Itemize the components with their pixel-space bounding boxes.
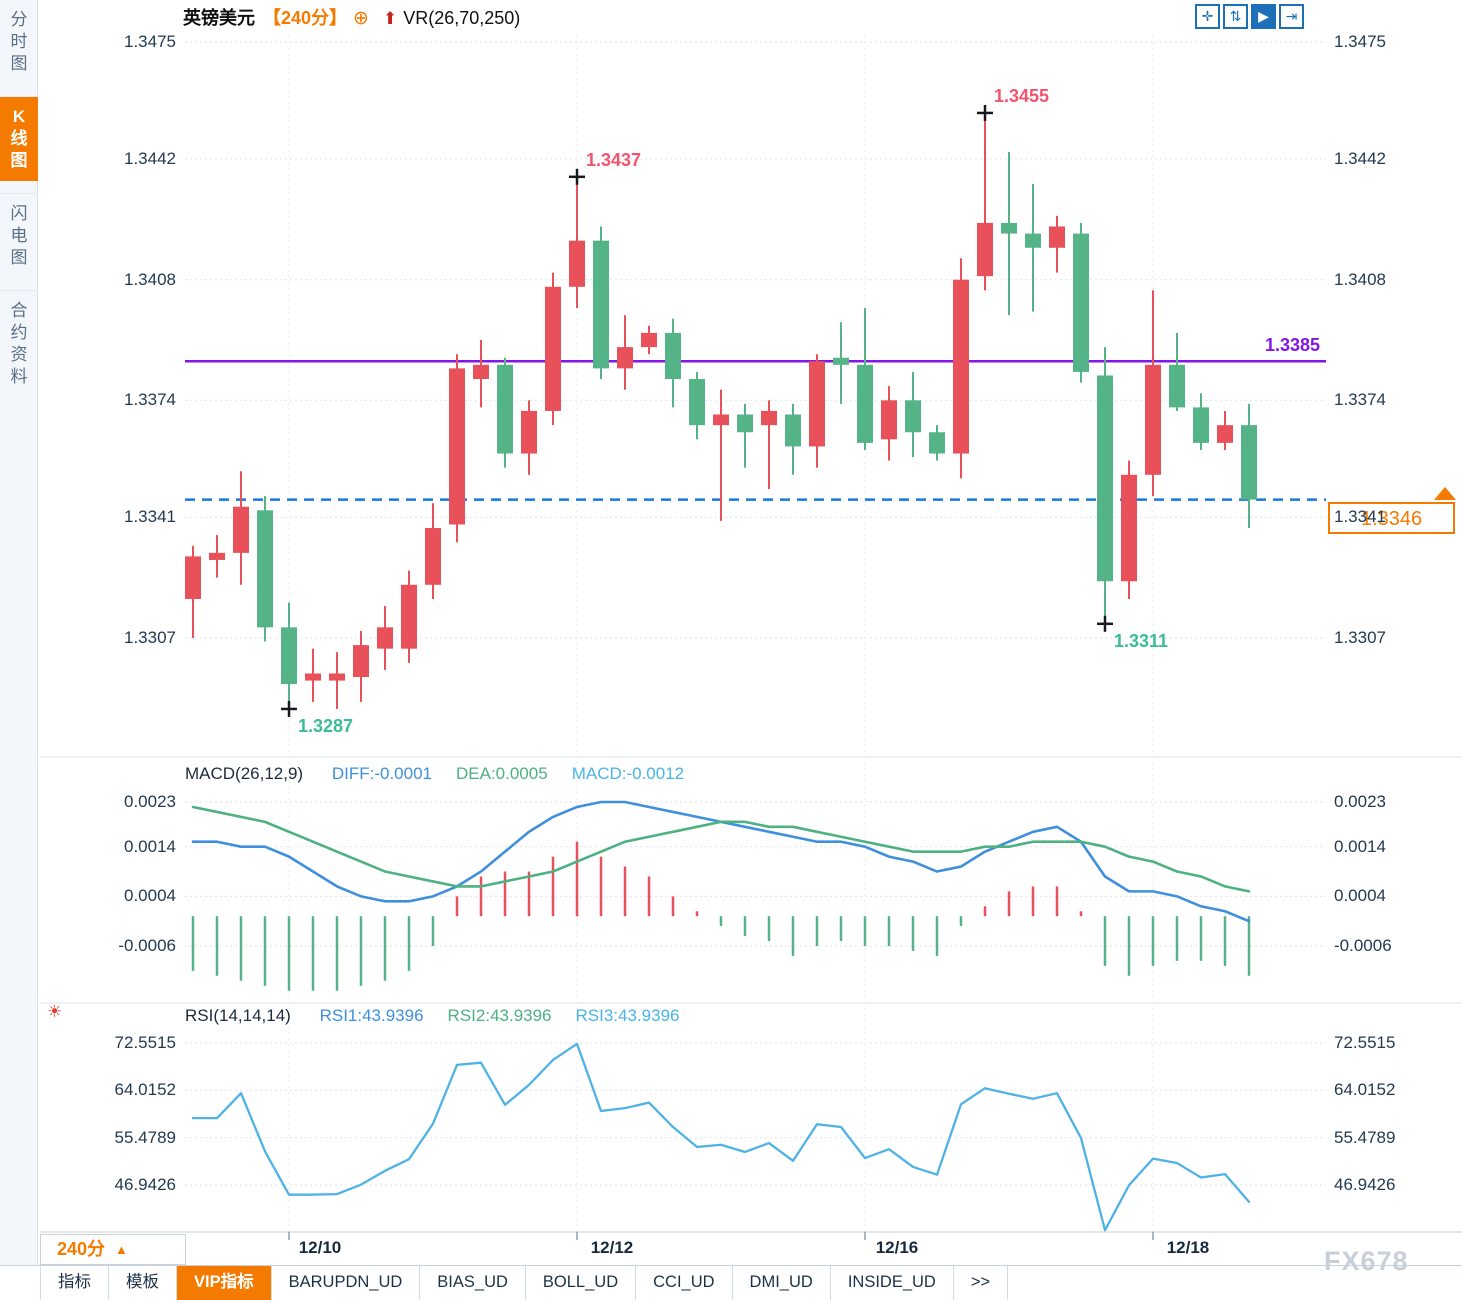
indicator-tab-3[interactable]: VIP指标 [177, 1266, 272, 1300]
sidebar-tab-1[interactable]: 分 时 图 [10, 10, 28, 73]
y-axis-label: 0.0023 [1334, 792, 1386, 811]
macd-legend-item-2: DEA:0.0005 [456, 764, 548, 783]
y-axis-label: 1.3307 [1334, 628, 1386, 647]
up-arrow-icon: ⬆ [382, 9, 398, 28]
macd-header: MACD(26,12,9) DIFF:-0.0001 DEA:0.0005 MACD… [185, 764, 708, 784]
y-axis-label: 64.0152 [1334, 1080, 1396, 1100]
sidebar: 分 时 图 K 线 图闪 电 图合 约 资 料 [0, 0, 38, 1300]
rsi-params-label: RSI(14,14,14) [185, 1006, 291, 1025]
y-axis-label: -0.0006 [1334, 936, 1392, 955]
sidebar-tab-3[interactable]: 闪 电 图 [0, 193, 38, 278]
macd-series [191, 841, 1251, 991]
y-axis-label: 64.0152 [114, 1080, 176, 1100]
indicator-tab-10[interactable]: >> [954, 1266, 1009, 1300]
sun-icon[interactable]: ☀ [47, 1002, 63, 1021]
x-axis-label: 12/12 [590, 1238, 634, 1257]
y-axis-label: 72.5515 [114, 1033, 176, 1052]
watermark: FX678 [1324, 1246, 1409, 1276]
y-axis-label: 0.0014 [1334, 836, 1386, 856]
y-axis-label: -0.0006 [118, 936, 176, 955]
y-axis-label: 1.3475 [124, 32, 176, 51]
y-axis-label: 55.4789 [114, 1127, 176, 1147]
price-annotation: 1.3311 [1114, 630, 1169, 651]
triangle-up-icon: ▲ [115, 1242, 128, 1257]
gridlines [40, 36, 1462, 1240]
indicator-tab-6[interactable]: BOLL_UD [526, 1266, 637, 1300]
y-axis-label: 46.9426 [114, 1175, 176, 1194]
macd-legend-item-1: DIFF:-0.0001 [331, 764, 432, 783]
y-axis-label: 0.0014 [124, 836, 176, 856]
y-axis-label: 0.0023 [124, 792, 176, 811]
y-axis-label: 0.0004 [124, 886, 176, 906]
symbol-title: 英镑美元 [183, 8, 255, 28]
y-axis-label: 1.3442 [124, 149, 176, 169]
period-selector[interactable]: 240分 ▲ [40, 1234, 186, 1265]
price-annotation: 1.3437 [586, 149, 642, 170]
sidebar-tab-2[interactable]: K 线 图 [0, 96, 38, 181]
bottom-tab-bar: 指标 模板 VIP指标 BARUPDN_UD BIAS_UD BOLL_UD CCI_UD D… [0, 1265, 1462, 1300]
hline-price-label: 1.3385 [1264, 335, 1320, 356]
period-tag[interactable]: 【240分】 [263, 8, 348, 28]
y-axis-label: 1.3374 [124, 390, 176, 410]
y-axis-label: 1.3341 [1334, 507, 1386, 527]
indicator-tab-2[interactable]: 模板 [109, 1266, 177, 1300]
y-axis-label: 1.3307 [124, 628, 176, 647]
indicator-tab-8[interactable]: DMI_UD [733, 1266, 831, 1300]
up-triangle-icon [1434, 486, 1456, 500]
indicator-tab-9[interactable]: INSIDE_UD [831, 1266, 954, 1300]
y-axis-label: 1.3475 [1334, 32, 1386, 51]
add-indicator-icon[interactable]: ⊕ [353, 8, 369, 29]
price-annotation: 1.3455 [994, 85, 1050, 106]
jump-to-latest-icon[interactable]: ⇥ [1279, 4, 1304, 29]
period-selector-label: 240分 [57, 1239, 106, 1259]
y-axis-label: 55.4789 [1334, 1127, 1396, 1147]
rsi-legend-item-3: RSI3:43.9396 [575, 1006, 680, 1025]
y-axis-label: 1.3341 [124, 507, 176, 527]
x-axis-label: 12/18 [1166, 1238, 1210, 1257]
indicator-tab-5[interactable]: BIAS_UD [420, 1266, 526, 1300]
y-axis-label: 0.0004 [1334, 886, 1386, 906]
x-axis-label: 12/10 [298, 1238, 342, 1257]
vr-indicator-label: VR(26,70,250) [403, 8, 521, 28]
play-chart-icon[interactable]: ▶ [1251, 4, 1276, 29]
x-axis-label: 12/16 [875, 1238, 919, 1257]
last-price-value: 1.3346 [1360, 507, 1423, 530]
rsi-legend-item-1: RSI1:43.9396 [319, 1006, 424, 1025]
indicator-tab-7[interactable]: CCI_UD [636, 1266, 733, 1300]
y-axis-label: 1.3408 [124, 269, 176, 289]
indicator-tab-4[interactable]: BARUPDN_UD [272, 1266, 421, 1300]
y-axis-label: 1.3374 [1334, 390, 1386, 410]
indicator-line [191, 800, 1251, 923]
macd-legend-item-3: MACD:-0.0012 [571, 764, 685, 783]
pan-crosshair-icon[interactable]: ✛ [1195, 4, 1220, 29]
axis-range-icon[interactable]: ⇅ [1223, 4, 1248, 29]
candlestick-series [185, 112, 1257, 709]
last-price-tag: 1.3346 [1328, 501, 1455, 534]
y-axis-label: 1.3408 [1334, 269, 1386, 289]
rsi-header: RSI(14,14,14) RSI1:43.9396 RSI2:43.9396 RS… [185, 1006, 703, 1026]
sidebar-tab-4[interactable]: 合 约 资 料 [0, 290, 38, 397]
indicator-tab-1[interactable]: 指标 [40, 1266, 109, 1300]
indicator-line [191, 1042, 1251, 1232]
macd-params-label: MACD(26,12,9) [185, 764, 304, 783]
y-axis-label: 72.5515 [1334, 1033, 1396, 1052]
y-axis-label: 46.9426 [1334, 1175, 1396, 1194]
indicator-line [191, 805, 1251, 893]
price-annotation: 1.3287 [298, 715, 354, 736]
rsi-legend-item-2: RSI2:43.9396 [447, 1006, 552, 1025]
y-axis-label: 1.3442 [1334, 149, 1386, 169]
chart-header: 英镑美元 【240分】 ⊕ ⬆ VR(26,70,250) [183, 4, 520, 30]
